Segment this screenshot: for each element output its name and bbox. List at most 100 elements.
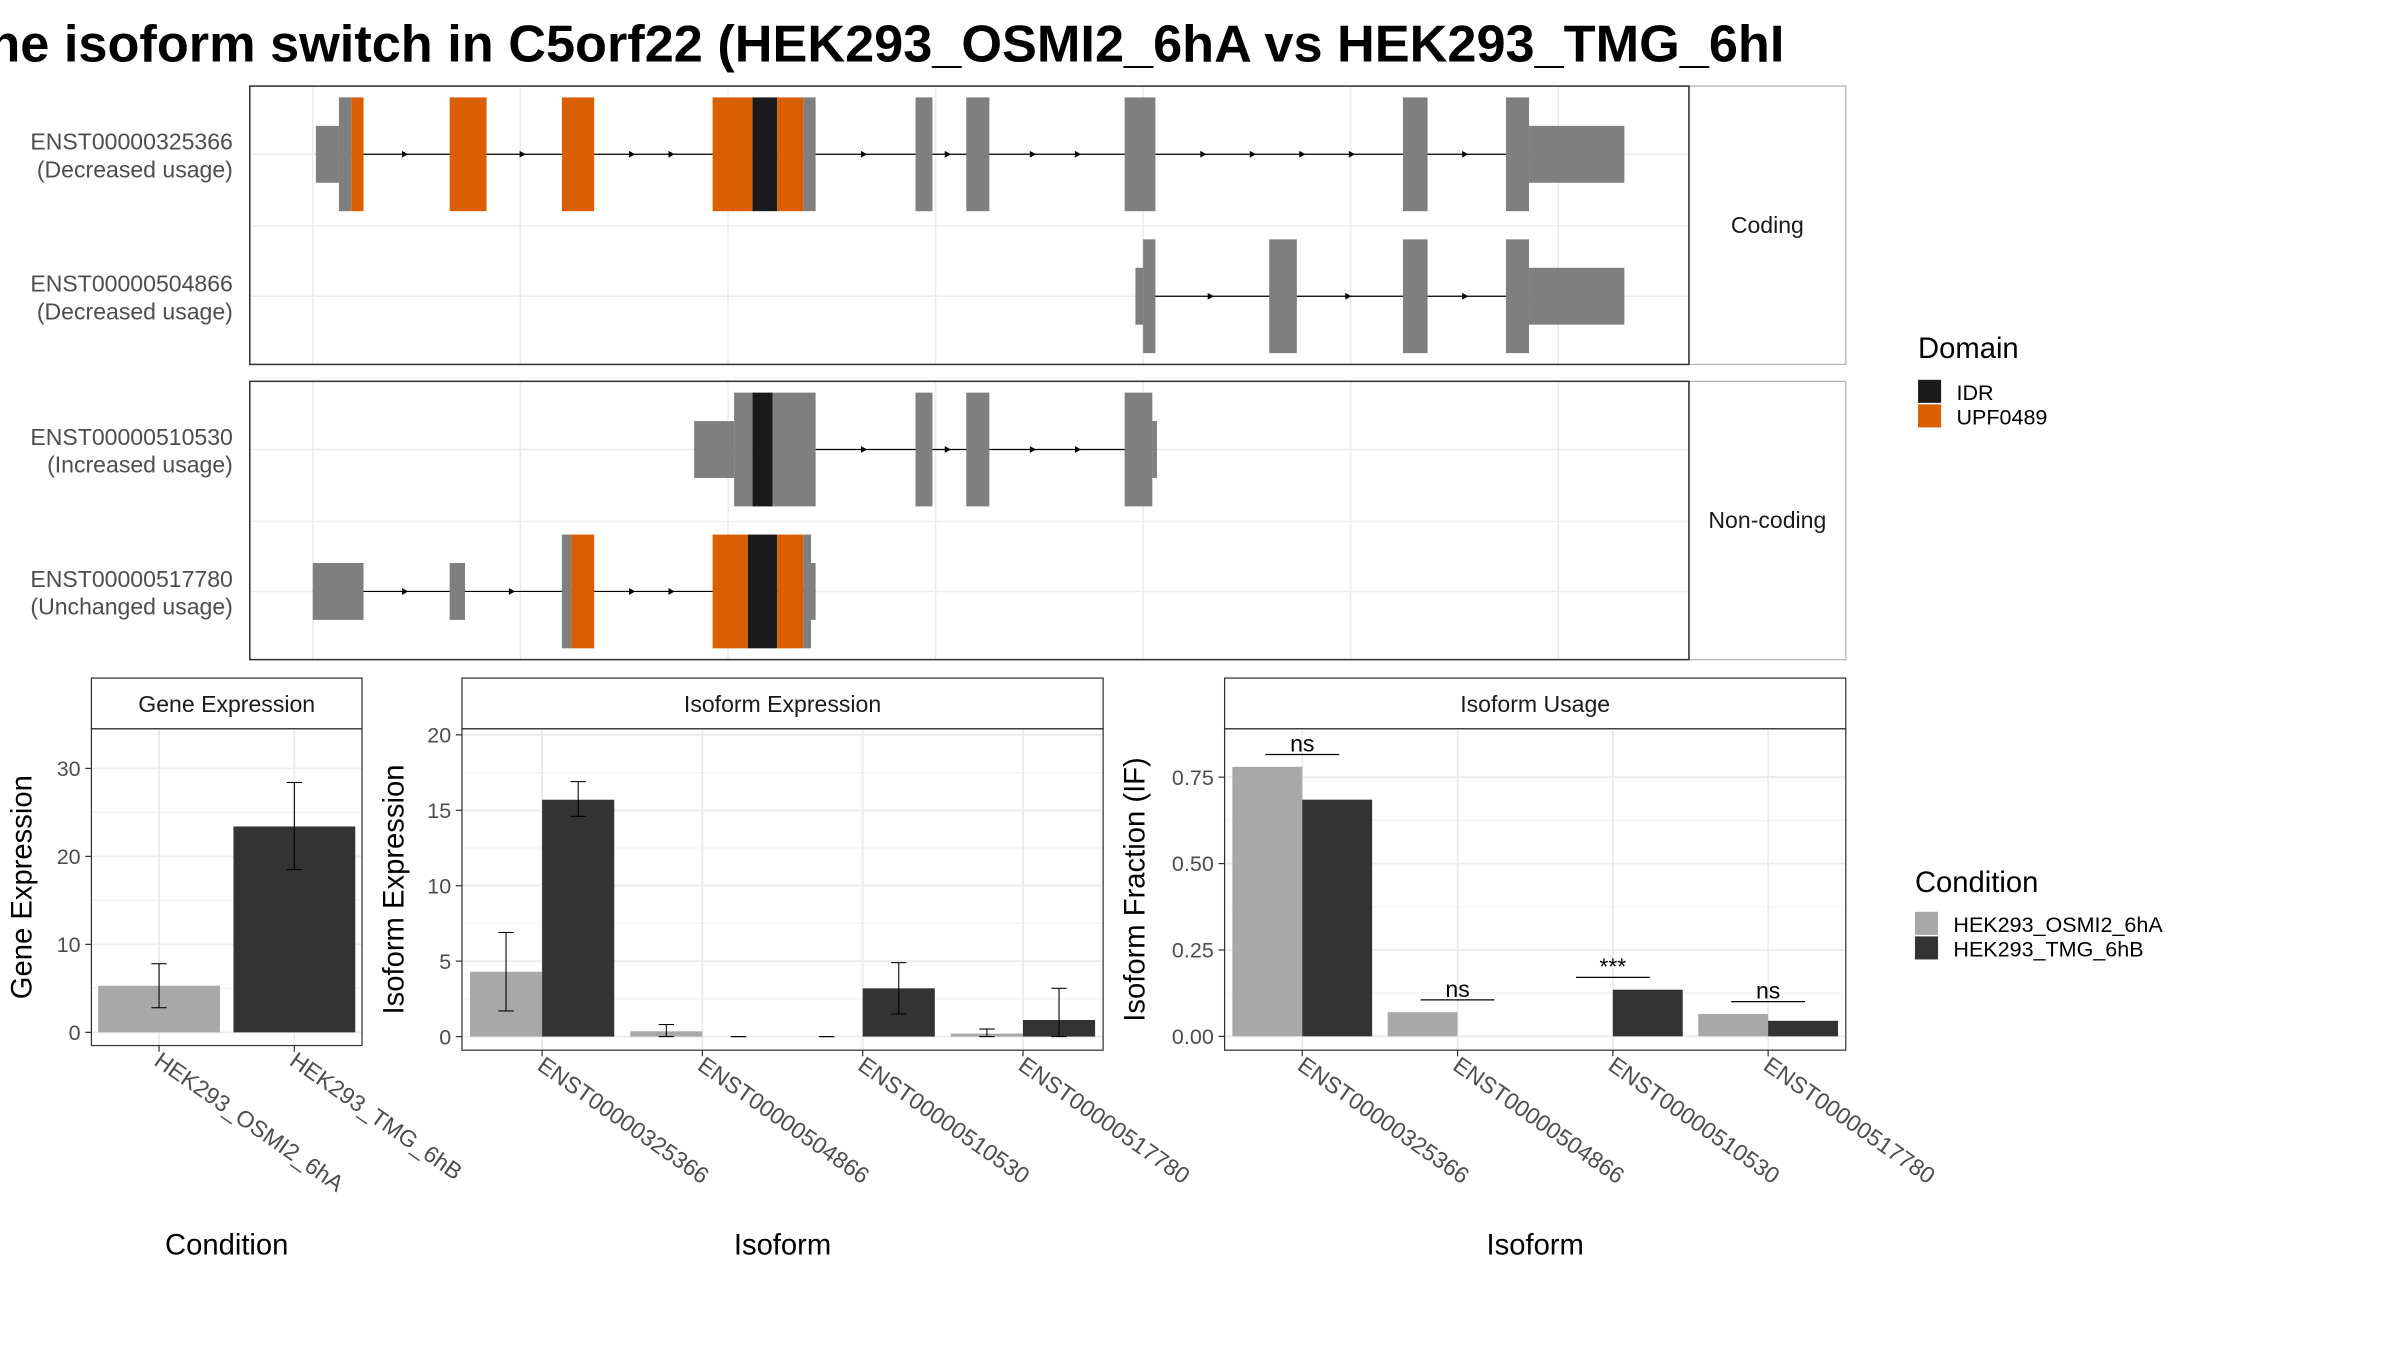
y-tick-label: 0.00	[1172, 1025, 1214, 1049]
strand-arrow	[1029, 150, 1036, 158]
panel-strip	[90, 677, 363, 730]
legend-key	[1918, 404, 1942, 428]
x-axis-title: Condition	[165, 1230, 288, 1262]
bar	[1768, 1020, 1839, 1037]
y-tick-label: 0.25	[1172, 939, 1214, 963]
panel-border	[249, 380, 1690, 661]
y-tick-label: 15	[427, 799, 451, 823]
exon	[803, 97, 816, 212]
strand-arrow	[1200, 150, 1207, 158]
isoform-usage-chart: Isoform Usage ns ns *** ns 0.00 0.25 0.50 0.75 EN…	[1120, 677, 1940, 1262]
upf0489-domain	[777, 97, 804, 212]
exon	[1124, 392, 1153, 507]
legend-title: Domain	[1918, 333, 2019, 365]
exon	[966, 97, 990, 212]
upf0489-domain	[561, 97, 595, 212]
exon	[1152, 421, 1157, 478]
exon	[810, 562, 816, 620]
exon	[915, 97, 933, 212]
significance-label: ns	[1290, 730, 1314, 756]
upf0489-domain	[777, 534, 804, 649]
y-axis-title: Isoform Expression	[379, 765, 411, 1015]
exon	[315, 125, 339, 183]
bar	[542, 799, 615, 1037]
exon	[1402, 239, 1428, 354]
strand-arrow	[668, 588, 675, 595]
facet-strip	[1688, 380, 1847, 661]
transcript-usage: (Increased usage)	[47, 452, 233, 478]
figure-title: ne isoform switch in C5orf22 (HEK293_OSM…	[0, 16, 1784, 74]
panel-title: Gene Expression	[138, 691, 315, 717]
upf0489-domain	[449, 97, 487, 212]
isoform-expression-chart: Isoform Expression 0 5 10 15 20 ENST0000032536…	[379, 677, 1195, 1262]
facet-strip	[1688, 85, 1847, 366]
significance-label: ***	[1599, 953, 1626, 979]
y-axis-title: Isoform Fraction (IF)	[1120, 757, 1152, 1021]
legend-title: Condition	[1915, 867, 2038, 899]
transcript-usage: (Decreased usage)	[37, 156, 233, 182]
y-tick-label: 0.50	[1172, 852, 1214, 876]
exon	[803, 534, 811, 649]
bar	[1612, 989, 1683, 1037]
strand-arrow	[401, 150, 409, 158]
exon	[694, 421, 735, 478]
legend-key	[1914, 911, 1939, 935]
y-tick-label: 10	[57, 933, 81, 957]
idr-domain	[752, 392, 773, 507]
idr-domain	[752, 97, 778, 212]
upf0489-domain	[712, 534, 748, 649]
transcript-id: ENST00000504866	[30, 271, 232, 297]
transcript-id: ENST00000325366	[30, 129, 232, 155]
strand-arrow	[1348, 150, 1355, 158]
panel-border	[461, 728, 1104, 1051]
strand-arrow	[508, 588, 516, 595]
bar	[1698, 1013, 1769, 1037]
transcript-id: ENST00000510530	[30, 424, 232, 450]
transcript-usage: (Unchanged usage)	[30, 594, 232, 620]
significance-label: ns	[1445, 976, 1469, 1002]
transcript-usage: (Decreased usage)	[37, 298, 233, 324]
x-tick-label: ENST00000504866	[693, 1051, 874, 1188]
panel-border	[249, 85, 1690, 366]
upf0489-domain	[712, 97, 753, 212]
strand-arrow	[1207, 292, 1214, 300]
bar	[1302, 799, 1373, 1037]
y-tick-label: 20	[57, 845, 81, 869]
x-tick-label: ENST00000325366	[533, 1051, 714, 1188]
legend-label: HEK293_OSMI2_6hA	[1953, 913, 2163, 937]
idr-domain	[747, 534, 778, 649]
strand-arrow	[629, 588, 636, 595]
exon	[449, 562, 466, 620]
strand-arrow	[1074, 446, 1082, 453]
legend-key	[1914, 936, 1939, 960]
legend-label: IDR	[1956, 381, 1993, 405]
strand-arrow	[1462, 292, 1469, 300]
exon	[561, 534, 572, 649]
panel-border	[1223, 728, 1847, 1051]
strand-arrow	[629, 150, 636, 158]
exon	[1529, 125, 1625, 183]
exon	[1529, 267, 1625, 325]
strand-arrow	[1249, 150, 1256, 158]
strand-arrow	[1345, 292, 1352, 300]
y-axis-title: Gene Expression	[6, 775, 38, 999]
x-tick-label: ENST00000517780	[1759, 1051, 1940, 1188]
exon	[1135, 267, 1144, 325]
strand-arrow	[1029, 446, 1036, 453]
legend-label: HEK293_TMG_6hB	[1953, 937, 2143, 961]
exon	[734, 392, 753, 507]
exon	[1269, 239, 1297, 354]
y-tick-label: 0.75	[1172, 766, 1214, 790]
significance-label: ns	[1756, 978, 1780, 1004]
x-tick-label: ENST00000517780	[1014, 1051, 1195, 1188]
bar	[1232, 766, 1303, 1037]
x-axis-title: Isoform	[734, 1230, 831, 1262]
x-axis-title: Isoform	[1487, 1230, 1584, 1262]
bar	[1387, 1012, 1458, 1037]
x-tick-label: ENST00000504866	[1449, 1051, 1630, 1188]
exon	[1402, 97, 1428, 212]
